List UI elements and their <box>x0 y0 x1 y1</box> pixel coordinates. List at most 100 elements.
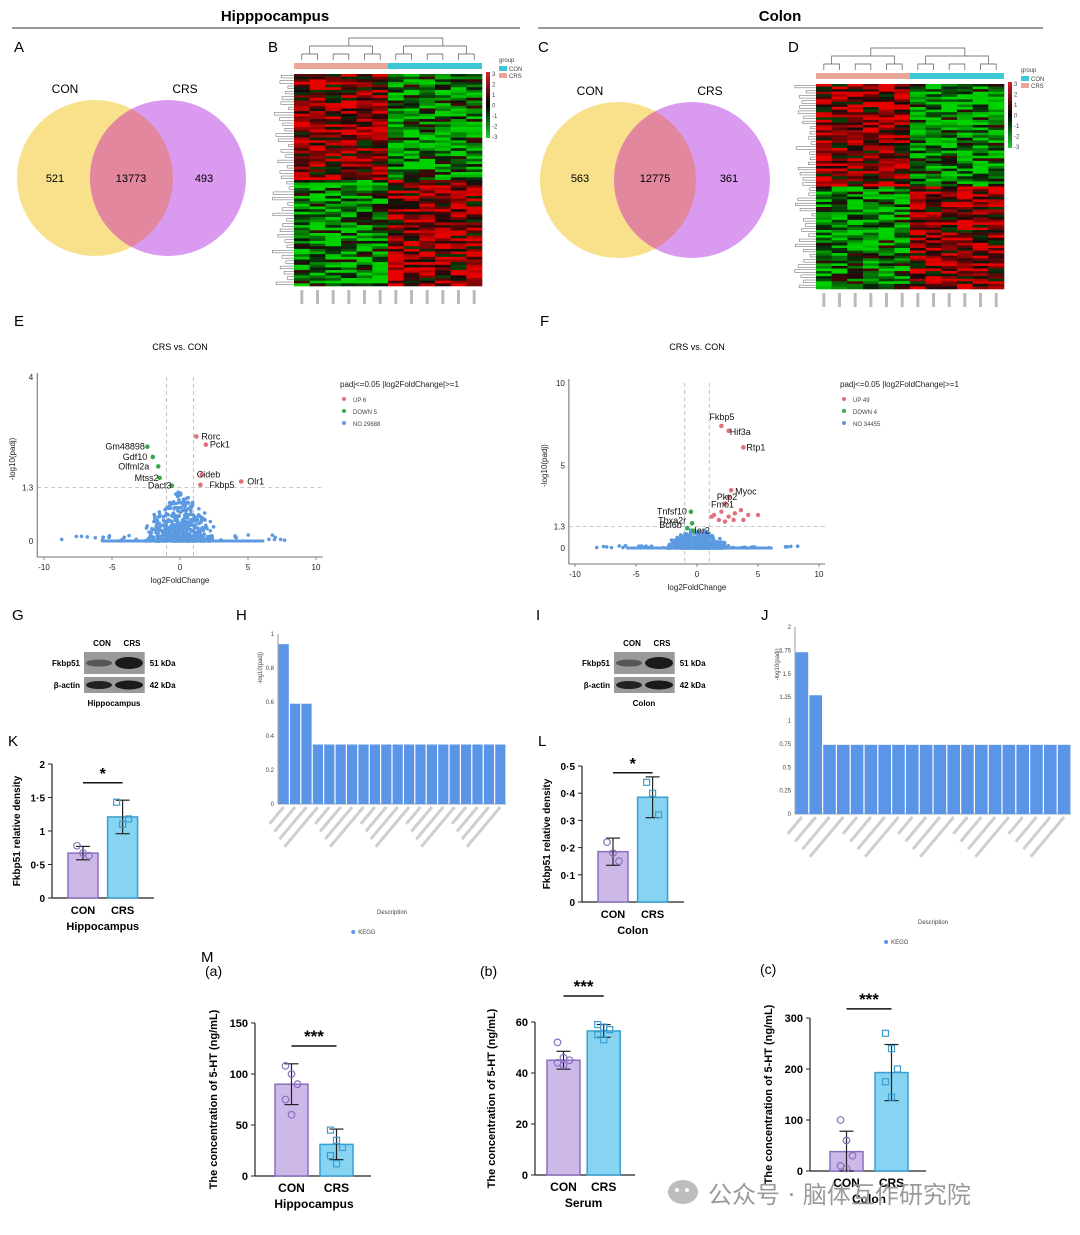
heatmap-cell <box>341 172 357 175</box>
heatmap-cell <box>910 253 926 256</box>
heatmap-cell <box>910 109 926 113</box>
heatmap-cell <box>403 180 420 183</box>
data-point <box>208 519 213 524</box>
dendrogram-branch <box>286 181 294 185</box>
kegg-bar <box>906 744 919 814</box>
heatmap-cell <box>816 140 832 144</box>
heatmap-cell <box>294 100 310 104</box>
heatmap-cell <box>356 158 373 162</box>
dendrogram-branch <box>288 144 294 148</box>
heatmap-cell <box>435 74 451 77</box>
heatmap-cell <box>816 212 832 215</box>
term-label <box>1029 816 1066 858</box>
scale-tick-label: -1 <box>1014 124 1020 130</box>
heatmap-cell <box>941 125 958 128</box>
heatmap-cell <box>894 160 911 164</box>
heatmap-cell <box>309 246 326 250</box>
heatmap-cell <box>941 114 958 118</box>
heatmap-cell <box>816 158 832 162</box>
heatmap-cell <box>925 199 942 203</box>
heatmap-cell <box>325 103 342 107</box>
heatmap-cell <box>925 253 942 256</box>
heatmap-cell <box>894 235 911 239</box>
heatmap-cell <box>466 209 483 213</box>
legend-marker <box>842 421 846 425</box>
tissue-label: Colon <box>617 925 648 937</box>
heatmap-cell <box>878 222 895 226</box>
data-point <box>145 524 150 528</box>
heatmap-cell <box>356 177 373 181</box>
data-point <box>282 538 287 543</box>
sample-label <box>300 290 304 304</box>
heatmap-cell <box>450 166 467 170</box>
heatmap-cell <box>388 145 404 149</box>
heatmap-cell <box>894 145 911 149</box>
heatmap-cell <box>356 95 373 99</box>
gene-point <box>741 445 746 450</box>
heatmap-cell <box>388 113 404 117</box>
heatmap-cell <box>372 132 389 136</box>
heatmap-cell <box>972 260 989 264</box>
heatmap-cell <box>816 91 832 95</box>
data-point <box>184 529 189 534</box>
data-point <box>287 1110 296 1119</box>
heatmap-cell <box>941 265 958 269</box>
heatmap-cell <box>847 181 864 185</box>
heatmap-cell <box>863 148 879 151</box>
heatmap-cell <box>450 100 467 104</box>
heatmap-cell <box>309 148 326 152</box>
heatmap-cell <box>972 191 989 195</box>
data-point <box>157 521 162 525</box>
heatmap-cell <box>356 211 373 215</box>
heatmap-cell <box>957 260 973 264</box>
heatmap-cell <box>356 283 373 287</box>
dendrogram-branch <box>279 265 294 269</box>
y-tick-label: 0·3 <box>561 816 576 827</box>
heatmap-cell <box>294 270 310 274</box>
legend-marker <box>842 397 846 401</box>
heatmap-cell <box>957 183 973 187</box>
heatmap-cell <box>403 238 420 242</box>
heatmap-cell <box>957 263 973 267</box>
sample-label <box>947 293 951 307</box>
heatmap-cell <box>831 209 848 213</box>
heatmap-cell <box>941 158 958 162</box>
heatmap-cell <box>972 183 989 187</box>
heatmap-cell <box>988 186 1005 190</box>
heatmap-cell <box>403 153 420 157</box>
heatmap-cell <box>388 111 404 115</box>
heatmap-cell <box>450 193 467 197</box>
heatmap-cell <box>388 177 404 181</box>
heatmap-cell <box>910 260 926 264</box>
heatmap-cell <box>957 242 973 246</box>
kegg-bar <box>837 744 850 814</box>
heatmap-cell <box>847 217 864 221</box>
heatmap-cell <box>403 142 420 146</box>
heatmap-cell <box>450 172 467 175</box>
heatmap-cell <box>941 89 958 92</box>
heatmap-cell <box>356 129 373 133</box>
heatmap-cell <box>294 172 310 175</box>
term-label <box>268 806 285 825</box>
x-tick-label: -10 <box>38 563 50 572</box>
heatmap-cell <box>450 153 467 157</box>
dendrogram-branch <box>948 63 966 70</box>
heatmap-cell <box>309 142 326 146</box>
term-label <box>952 816 969 835</box>
heatmap-cell <box>294 211 310 215</box>
heatmap-cell <box>356 100 373 104</box>
heatmap-cell <box>388 256 404 260</box>
heatmap-cell <box>356 164 373 168</box>
heatmap-cell <box>957 250 973 254</box>
dendrogram-branch <box>794 269 816 273</box>
dendrogram-branch <box>287 202 294 206</box>
heatmap-cell <box>341 137 357 141</box>
heatmap-cell <box>988 163 1005 167</box>
heatmap-cell <box>831 273 848 277</box>
heatmap-cell <box>419 209 436 213</box>
heatmap-cell <box>341 129 357 133</box>
data-point <box>157 510 162 514</box>
heatmap-cell <box>325 283 342 287</box>
heatmap-cell <box>816 122 832 126</box>
data-point <box>609 545 614 550</box>
